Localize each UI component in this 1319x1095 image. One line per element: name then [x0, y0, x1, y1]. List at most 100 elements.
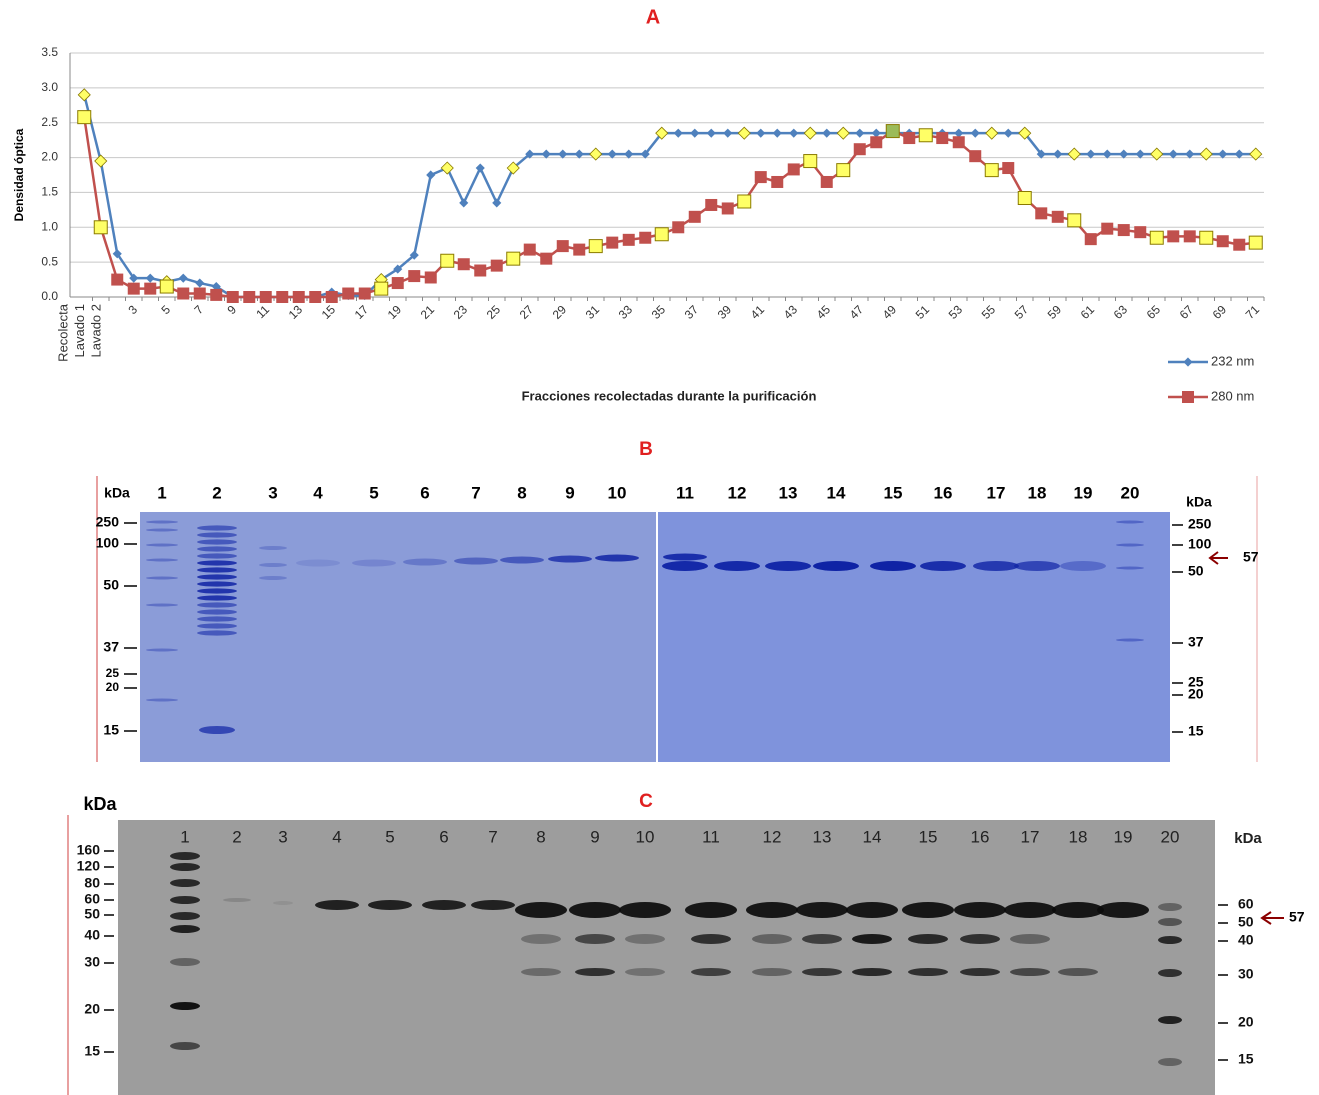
x-tick-label: 11 [253, 302, 272, 321]
gel-band [197, 560, 237, 566]
gel-band [197, 602, 237, 608]
data-point [374, 281, 389, 296]
lane-label: 15 [884, 483, 903, 502]
x-tick-label: 3 [125, 302, 140, 317]
data-point [144, 282, 157, 295]
blot-band [1058, 968, 1098, 976]
lane-label: 11 [676, 483, 694, 502]
data-point [440, 253, 455, 268]
marker-label: 160 [77, 842, 101, 858]
lane-label: 18 [1028, 483, 1047, 502]
x-tick-label: 65 [1144, 302, 1164, 322]
lane-label: 7 [488, 827, 497, 846]
gel-right [658, 512, 1170, 762]
blot-band [1097, 902, 1149, 918]
data-point [688, 210, 701, 223]
data-point [970, 128, 980, 138]
gel-band [714, 561, 760, 571]
data-point [358, 287, 371, 300]
data-point [342, 287, 355, 300]
blot [118, 820, 1215, 1095]
data-point [325, 291, 338, 303]
gel-band [197, 595, 237, 601]
series-line [83, 94, 1256, 299]
blot-band [521, 934, 561, 944]
blot-band [619, 902, 671, 918]
data-point [639, 231, 652, 244]
blot-band [575, 968, 615, 976]
data-point [1249, 147, 1263, 161]
lane-label: 19 [1074, 483, 1093, 502]
data-point [855, 128, 865, 138]
gel-band [1116, 566, 1144, 570]
data-point [1134, 226, 1147, 239]
blot-band [960, 968, 1000, 976]
blot-band [1158, 969, 1182, 977]
data-point [737, 194, 752, 209]
x-tick-label: 57 [1012, 302, 1032, 322]
data-point [426, 170, 436, 180]
marker-label: 50 [1188, 563, 1204, 579]
arrow [1208, 551, 1228, 565]
x-tick-label: 55 [979, 302, 999, 322]
lane-label: 14 [827, 483, 846, 502]
data-point [1067, 147, 1081, 161]
data-point [1199, 147, 1213, 161]
arrow-label: 57 [1289, 909, 1305, 925]
y-axis-label: Densidad óptica [12, 128, 26, 221]
marker-label: 20 [1188, 686, 1204, 702]
kda-label: kDa [1186, 494, 1212, 510]
x-tick-label: 31 [583, 302, 603, 322]
gel-band [197, 574, 237, 580]
x-tick-label: 9 [224, 302, 239, 317]
blot-band [852, 968, 892, 976]
marker-label: 20 [84, 1001, 100, 1017]
marker-label: 15 [1238, 1051, 1254, 1067]
gel-band [197, 623, 237, 629]
blot-band [471, 900, 515, 910]
marker-label: 15 [103, 722, 119, 738]
x-tick-label: 69 [1210, 302, 1230, 322]
data-point [606, 236, 619, 249]
x-tick-label: 5 [158, 302, 173, 317]
x-tick-label: 41 [748, 302, 768, 322]
blot-band [1158, 1058, 1182, 1066]
marker-label: 100 [96, 535, 120, 551]
data-point [525, 149, 535, 159]
lane-label: 7 [471, 483, 480, 502]
data-point [969, 150, 982, 163]
lane-label: 13 [779, 483, 798, 502]
data-point [640, 149, 650, 159]
blot-band [954, 902, 1006, 918]
blot-band [170, 925, 200, 933]
lane-label: 10 [636, 827, 655, 846]
marker-label: 20 [106, 680, 120, 694]
gel-band [1116, 520, 1144, 524]
x-tick-label: 67 [1177, 302, 1197, 322]
blot-band [802, 968, 842, 976]
data-point [836, 163, 851, 178]
lane-label: 3 [278, 827, 287, 846]
gel-band [197, 588, 237, 594]
x-tick-label: 7 [191, 302, 206, 317]
data-point [1167, 230, 1180, 243]
data-point [624, 149, 634, 159]
x-tick-label: 19 [385, 302, 405, 322]
data-point [1135, 149, 1145, 159]
data-point [1086, 149, 1096, 159]
data-point [1051, 210, 1064, 223]
data-point [836, 126, 850, 140]
lane-label: 2 [212, 483, 221, 502]
data-point [77, 88, 91, 102]
marker-label: 30 [1238, 966, 1254, 982]
data-point [754, 171, 767, 184]
gel-band [197, 525, 237, 531]
data-point [475, 163, 485, 173]
data-point [259, 291, 272, 303]
data-point [803, 126, 817, 140]
data-point [654, 227, 669, 242]
data-point [918, 128, 933, 143]
blot-band [1158, 918, 1182, 926]
lane-label: 13 [813, 827, 832, 846]
data-point [673, 128, 683, 138]
